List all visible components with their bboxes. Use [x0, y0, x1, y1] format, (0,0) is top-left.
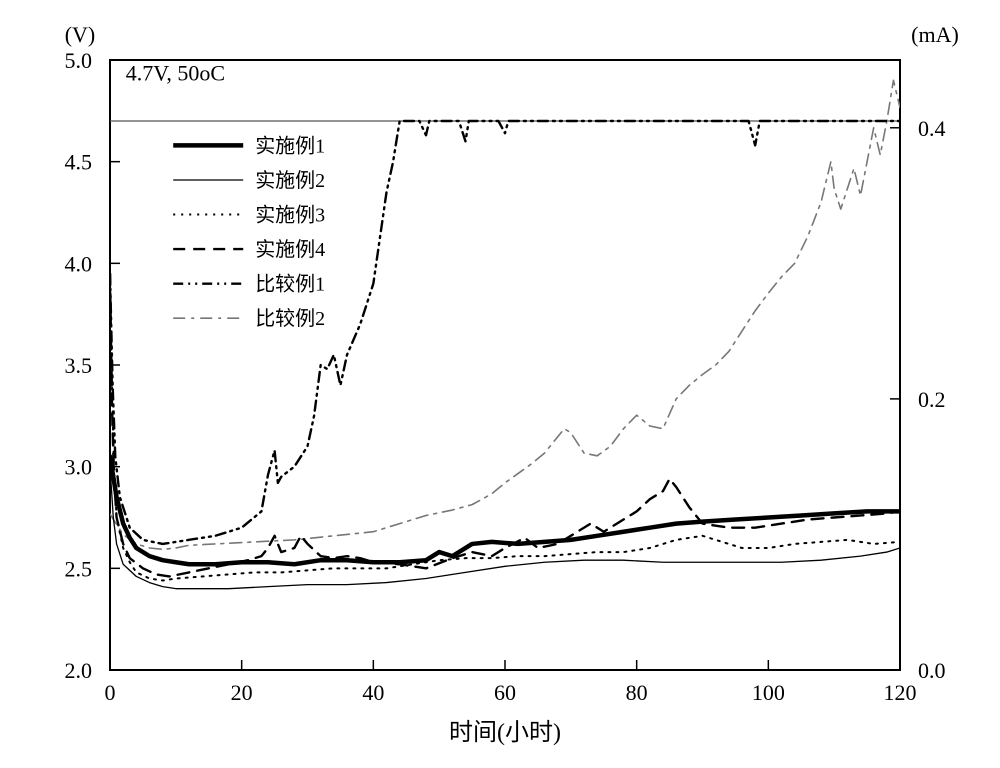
y-left-tick-label: 3.5	[65, 353, 93, 378]
legend-label-cmp2: 比较例2	[255, 307, 325, 330]
legend-label-ex4: 实施例4	[255, 238, 325, 261]
y-right-tick-label: 0.4	[918, 116, 946, 141]
x-tick-label: 0	[105, 680, 116, 705]
y-left-tick-label: 5.0	[65, 48, 93, 73]
y-left-tick-label: 3.0	[65, 455, 93, 480]
legend-label-cmp1: 比较例1	[255, 273, 325, 296]
chart-container: 0 20 40 60 80 100 120 时间(小时) 2.0 2.5 3.0 3.5 4.0 4.5 5…	[0, 0, 1000, 768]
x-axis-title: 时间(小时)	[449, 719, 561, 746]
x-tick-label: 40	[362, 680, 384, 705]
legend-label-ex2: 实施例2	[255, 169, 325, 192]
y-right-tick-label: 0.0	[918, 658, 946, 683]
x-tick-label: 60	[494, 680, 516, 705]
y-right-tick-label: 0.2	[918, 387, 946, 412]
x-tick-label: 20	[231, 680, 253, 705]
y-left-unit-label: (V)	[65, 22, 96, 47]
legend-label-ex3: 实施例3	[255, 204, 325, 227]
x-tick-label: 100	[752, 680, 785, 705]
y-left-tick-label: 2.0	[65, 658, 93, 683]
annotation-condition: 4.7V, 50oC	[126, 60, 225, 85]
y-left-tick-label: 4.5	[65, 150, 93, 175]
plot-area	[110, 60, 900, 670]
x-tick-label: 80	[626, 680, 648, 705]
legend-label-ex1: 实施例1	[255, 134, 325, 157]
y-right-unit-label: (mA)	[911, 22, 959, 47]
chart-svg: 0 20 40 60 80 100 120 时间(小时) 2.0 2.5 3.0 3.5 4.0 4.5 5…	[0, 0, 1000, 768]
x-tick-label: 120	[884, 680, 917, 705]
y-left-tick-label: 2.5	[65, 556, 93, 581]
y-left-tick-label: 4.0	[65, 251, 93, 276]
